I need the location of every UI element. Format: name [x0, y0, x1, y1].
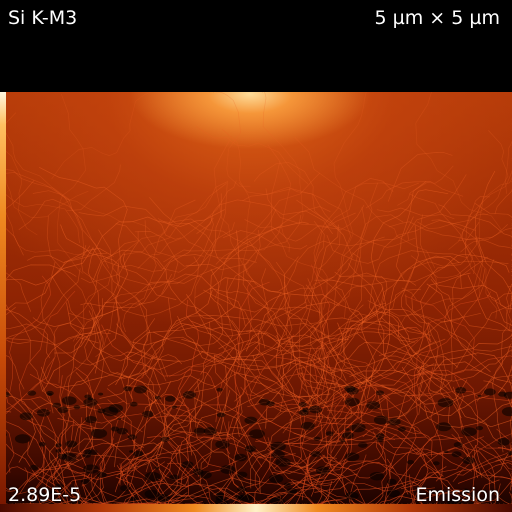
emission-simulation-image [0, 92, 512, 504]
vertical-intensity-bar [0, 92, 6, 504]
scale-value-label: 2.89E-5 [8, 484, 82, 506]
element-line-label: Si K-M3 [8, 7, 78, 29]
signal-type-label: Emission [415, 484, 500, 506]
horizontal-intensity-bar [0, 504, 512, 512]
header-band [0, 0, 512, 92]
field-of-view-label: 5 µm × 5 µm [374, 7, 500, 29]
electron-trajectory-tracks [0, 92, 512, 504]
